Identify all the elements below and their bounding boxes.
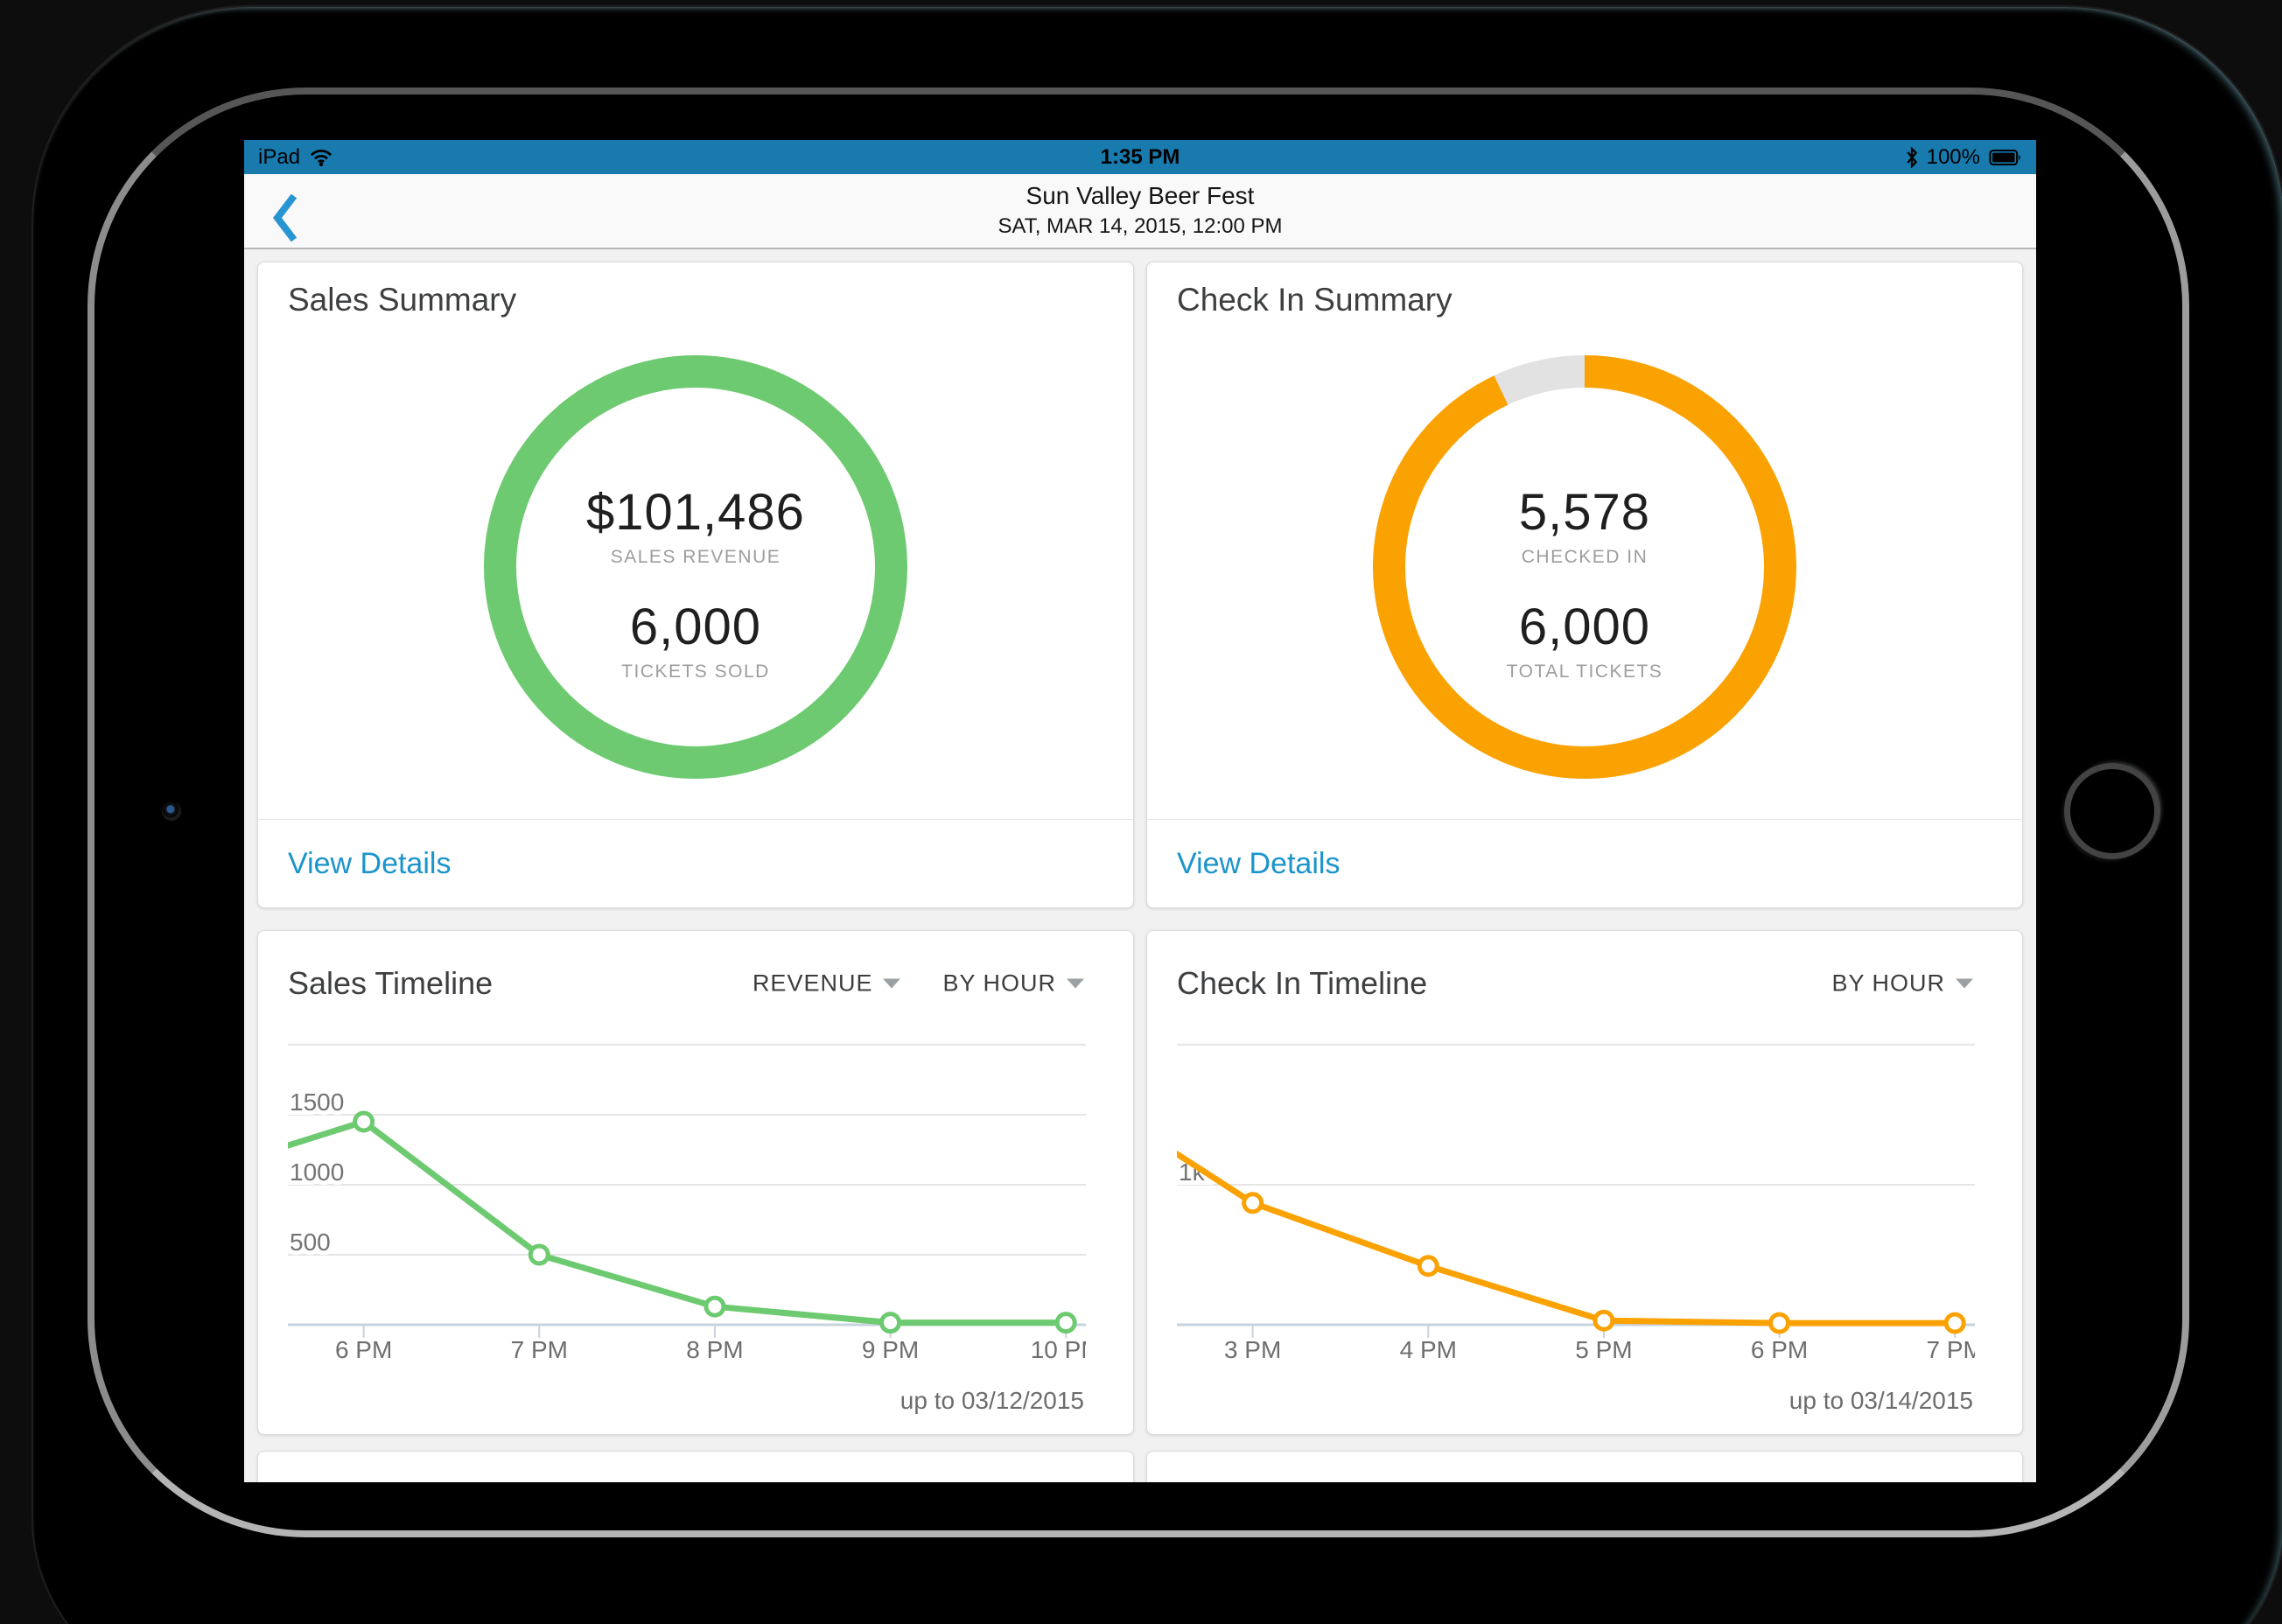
chart-footnote: up to 03/12/2015 [900,1387,1084,1414]
by-hour-dropdown[interactable]: BY HOUR [1831,970,1973,998]
battery-icon [1989,148,2022,167]
back-button[interactable] [270,192,300,244]
partial-card [1146,1451,2023,1482]
donut-hole [516,388,875,746]
by-hour-dropdown[interactable]: BY HOUR [942,970,1084,998]
svg-text:5 PM: 5 PM [1575,1336,1632,1363]
sales-donut-chart: $101,486 SALES REVENUE 6,000 TICKETS SOL… [484,355,907,779]
ipad-bezel-edge [88,88,2189,1537]
svg-text:1500: 1500 [290,1088,344,1116]
tickets-sold-value: 6,000 [629,598,762,655]
checked-in-value: 5,578 [1518,484,1651,542]
status-bar: iPad 1:35 PM 100% [244,140,2036,174]
dropdown-label: REVENUE [752,970,873,997]
front-camera [162,802,181,821]
svg-text:1000: 1000 [290,1158,344,1186]
svg-text:500: 500 [290,1228,331,1256]
svg-text:6 PM: 6 PM [335,1336,392,1363]
card-title: Sales Summary [288,282,517,318]
sales-timeline-chart: 500 1000 1500 6 PM 7 PM 8 PM 9 PM 10 PM [284,1036,1102,1386]
sales-revenue-label: SALES REVENUE [610,547,781,567]
screen: iPad 1:35 PM 100% [244,140,2036,1482]
partial-card [257,1451,1134,1482]
checkin-donut-chart: 5,578 CHECKED IN 6,000 TOTAL TICKETS [1373,355,1796,779]
svg-text:9 PM: 9 PM [862,1336,919,1363]
chevron-down-icon [1067,978,1084,989]
sales-view-details-link[interactable]: View Details [288,846,452,880]
total-tickets-label: TOTAL TICKETS [1506,661,1663,682]
divider [258,819,1133,820]
svg-text:10 PM: 10 PM [1031,1336,1086,1363]
svg-text:7 PM: 7 PM [511,1336,568,1363]
nav-bar: Sun Valley Beer Fest SAT, MAR 14, 2015, … [244,174,2036,249]
sales-timeline-card: Sales Timeline REVENUE BY HOUR 500 1000 15… [257,930,1134,1435]
dropdown-label: BY HOUR [942,970,1056,997]
donut-hole [1405,388,1764,746]
bluetooth-icon [1906,146,1918,168]
card-title: Sales Timeline [288,965,494,1001]
dropdown-label: BY HOUR [1831,970,1945,997]
sales-revenue-value: $101,486 [586,484,805,542]
chevron-down-icon [1956,978,1973,989]
svg-text:3 PM: 3 PM [1224,1336,1281,1363]
svg-text:7 PM: 7 PM [1927,1336,1975,1363]
divider [1147,819,2022,820]
svg-text:4 PM: 4 PM [1400,1336,1457,1363]
sales-summary-card: Sales Summary $101,486 SALES REVENUE 6,0… [257,262,1134,908]
total-tickets-value: 6,000 [1518,598,1651,655]
svg-text:8 PM: 8 PM [686,1336,743,1363]
carrier-label: iPad [258,144,301,169]
checkin-view-details-link[interactable]: View Details [1177,846,1340,880]
revenue-dropdown[interactable]: REVENUE [752,970,901,998]
event-title: Sun Valley Beer Fest [1026,182,1255,209]
chart-footnote: up to 03/14/2015 [1788,1387,1973,1414]
dashboard-content: Sales Summary $101,486 SALES REVENUE 6,0… [244,249,2036,1482]
card-title: Check In Timeline [1177,965,1428,1001]
card-title: Check In Summary [1177,282,1452,318]
home-button[interactable] [2064,763,2160,859]
checkin-summary-card: Check In Summary 5,578 CHECKED IN 6,000 … [1146,262,2023,908]
svg-text:1k: 1k [1179,1158,1206,1186]
checkin-timeline-chart: 1k 3 PM 4 PM 5 PM 6 PM 7 PM [1173,1036,1984,1386]
chevron-down-icon [883,978,901,989]
clock: 1:35 PM [1100,144,1180,169]
checked-in-label: CHECKED IN [1521,547,1648,567]
checkin-timeline-card: Check In Timeline BY HOUR 1k 3 PM 4 PM 5 PM… [1146,930,2023,1435]
wifi-icon [309,148,333,166]
event-datetime: SAT, MAR 14, 2015, 12:00 PM [998,214,1283,239]
svg-text:6 PM: 6 PM [1751,1336,1808,1363]
tickets-sold-label: TICKETS SOLD [621,661,770,682]
battery-percent: 100% [1926,144,1980,169]
